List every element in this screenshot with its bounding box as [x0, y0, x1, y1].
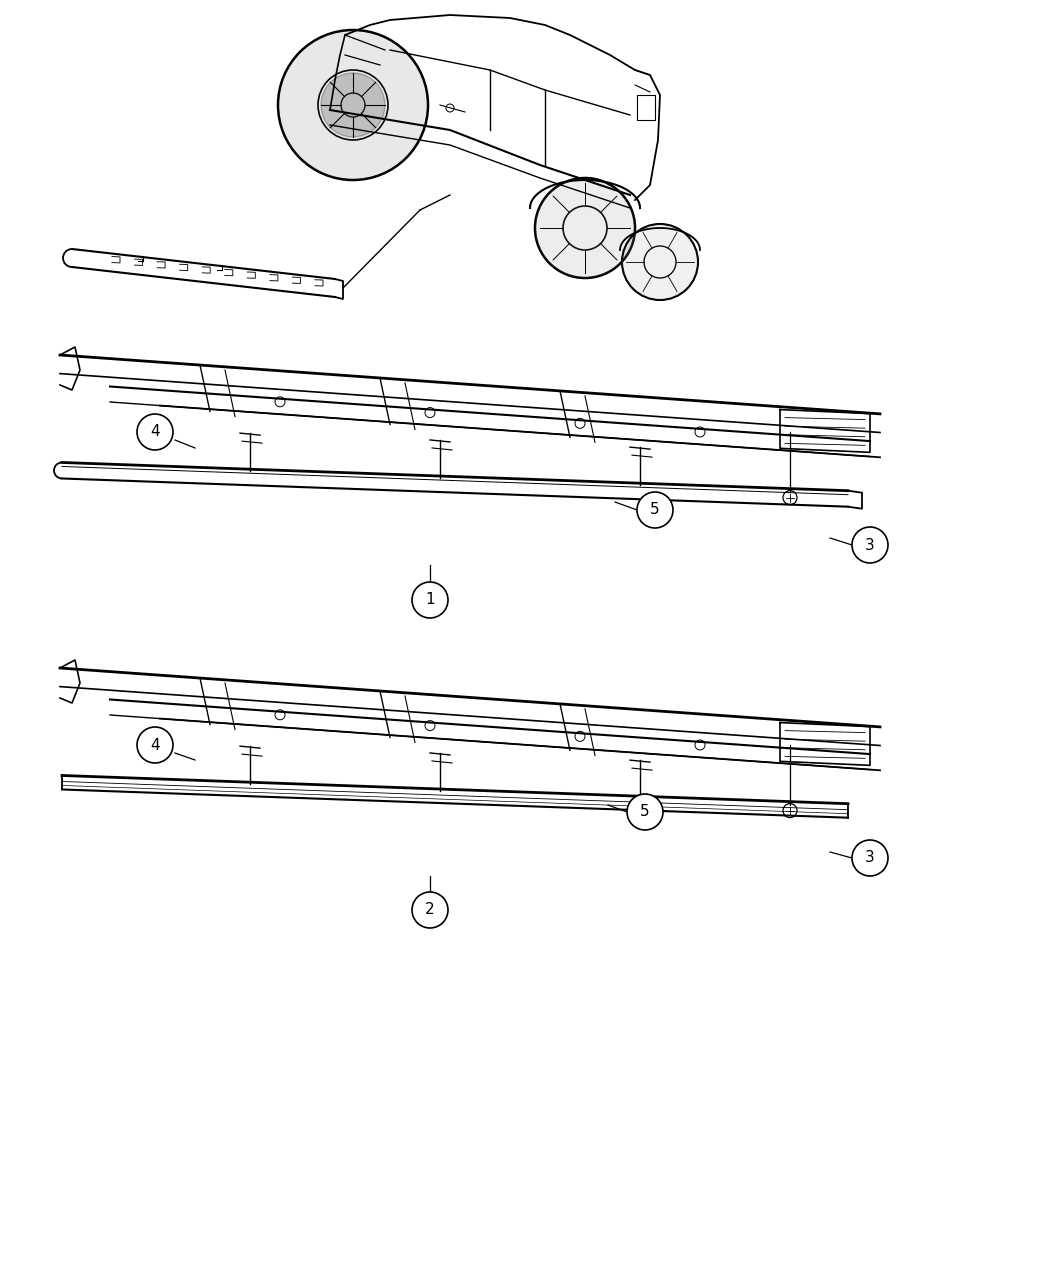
Circle shape	[321, 73, 385, 136]
Text: 4: 4	[150, 737, 160, 752]
Circle shape	[278, 31, 428, 180]
Circle shape	[536, 179, 635, 278]
Circle shape	[852, 527, 888, 564]
Circle shape	[627, 794, 663, 830]
Text: 3: 3	[865, 850, 875, 866]
Circle shape	[136, 414, 173, 450]
Circle shape	[622, 224, 698, 300]
Text: 3: 3	[865, 538, 875, 552]
Text: 2: 2	[425, 903, 435, 918]
Circle shape	[852, 840, 888, 876]
Circle shape	[783, 803, 797, 817]
Text: 1: 1	[425, 593, 435, 607]
Circle shape	[412, 892, 448, 928]
Circle shape	[783, 491, 797, 505]
Circle shape	[412, 581, 448, 618]
Circle shape	[136, 727, 173, 762]
Text: 5: 5	[640, 805, 650, 820]
Text: 5: 5	[650, 502, 659, 518]
Circle shape	[637, 492, 673, 528]
Text: 4: 4	[150, 425, 160, 440]
